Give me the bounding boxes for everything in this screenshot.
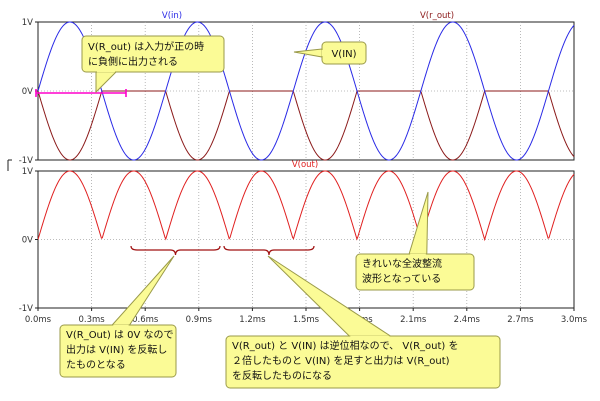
- x-tick-label: 2.4ms: [454, 315, 481, 325]
- x-tick-label: 2.7ms: [507, 315, 534, 325]
- top-y-ticks: 1V 0V -1V: [19, 18, 38, 166]
- x-tick-label: 0.0ms: [25, 315, 52, 325]
- callout-fullwave-text: 波形となっている: [362, 272, 441, 285]
- x-tick-label: 0.9ms: [186, 315, 213, 325]
- callout-zero-text: たものとなる: [66, 359, 126, 371]
- callout-rout-text: V(R_out) は入力が正の時: [88, 40, 204, 53]
- trace-vout: [37, 170, 575, 242]
- callout-rout-text: に負側に出力される: [88, 55, 178, 68]
- bottom-x-ticks: 0.0ms0.3ms0.6ms0.9ms1.2ms1.5ms1.8ms2.1ms…: [25, 308, 588, 325]
- brace-sum-interval: [223, 245, 315, 256]
- callout-sum-text: を反転したものになる: [232, 370, 332, 382]
- bottom-ytick-label: 1V: [22, 167, 33, 177]
- braces: [130, 245, 315, 256]
- top-ytick-label: -1V: [19, 156, 33, 166]
- callout-vin: V(IN): [293, 41, 367, 65]
- legend-vout: V(out): [292, 160, 318, 170]
- legend-vrout: V(r_out): [420, 11, 454, 21]
- brace-zero-interval: [130, 245, 221, 256]
- x-tick-label: 2.1ms: [400, 315, 427, 325]
- x-tick-label: 0.3ms: [78, 315, 105, 325]
- top-ytick-label: 1V: [22, 18, 33, 28]
- callout-zero-text: 出力は V(IN) を反転し: [66, 343, 167, 356]
- bottom-ytick-label: 0V: [22, 236, 33, 246]
- callout-fullwave-text: きれいな全波整流: [362, 257, 442, 270]
- zero-segment-highlight: [35, 89, 127, 97]
- legend-vin: V(in): [162, 11, 182, 21]
- callout-sum-text: ２倍したものと V(IN) を足すと出力は V(R_out): [232, 354, 450, 367]
- callout-rout-box: [81, 35, 225, 73]
- x-tick-label: 1.2ms: [239, 315, 266, 325]
- top-ytick-label: 0V: [22, 87, 33, 97]
- callout-sum-text: V(R_out) と V(IN) は逆位相なので、 V(R_out) を: [232, 339, 459, 352]
- bottom-y-ticks: 1V 0V -1V: [19, 167, 38, 314]
- x-tick-label: 1.5ms: [293, 315, 320, 325]
- panel-divider-handle[interactable]: [7, 159, 12, 171]
- callout-zero-text: V(R_Out) は 0V なので: [66, 329, 173, 341]
- x-tick-label: 3.0ms: [561, 315, 588, 325]
- callout-sum: V(R_out) と V(IN) は逆位相なので、 V(R_out) を ２倍した…: [225, 255, 501, 389]
- x-tick-label: 0.6ms: [132, 315, 159, 325]
- bottom-traces: [37, 170, 575, 242]
- bottom-ytick-label: -1V: [19, 304, 33, 314]
- callout-vin-text: V(IN): [331, 49, 356, 60]
- top-panel: 1V 0V -1V V(in) V(r_out): [19, 11, 575, 166]
